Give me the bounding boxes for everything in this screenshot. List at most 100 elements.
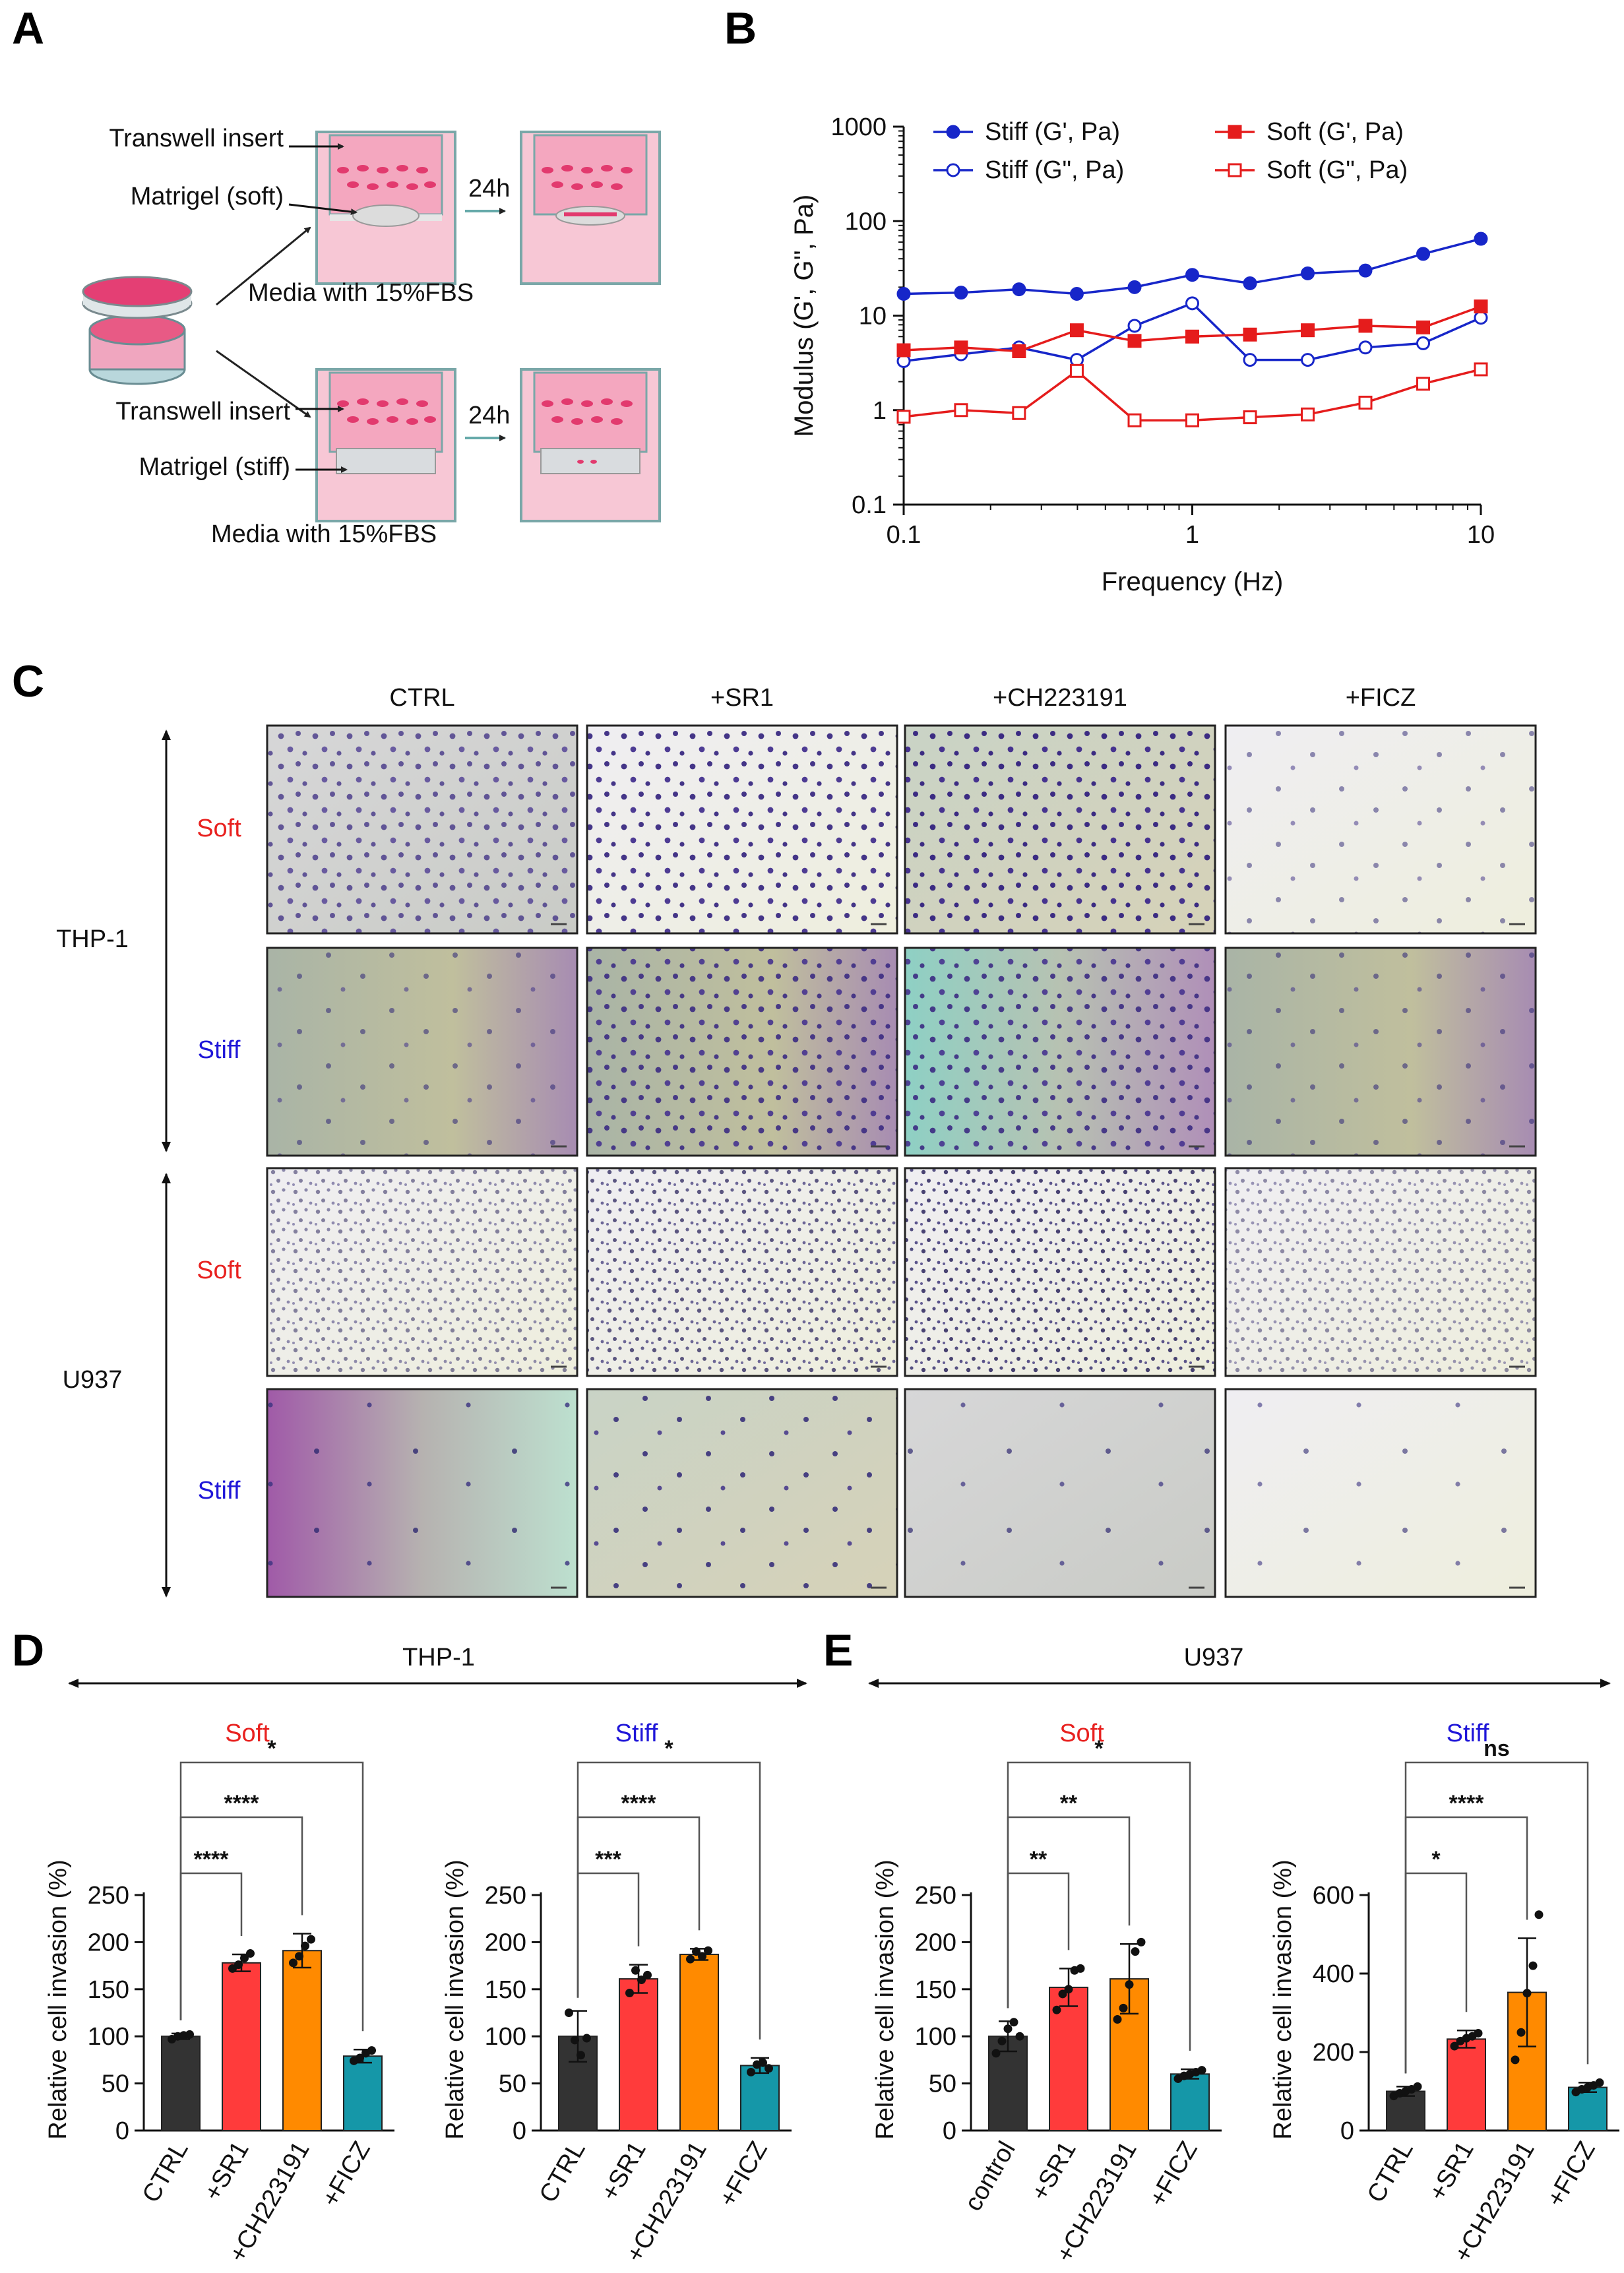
series-2-point: [1474, 299, 1488, 314]
micrograph-frame: [266, 1167, 578, 1377]
bar-chart-E-soft: Soft 0 50 100 150 200 250 Relative cell invasio…: [871, 1720, 1222, 2267]
label-media-soft: Media with 15%FBS: [248, 279, 474, 307]
bar-+SR1: [1447, 2038, 1486, 2131]
significance-label: ****: [621, 1791, 657, 1816]
panel-b-label: B: [724, 3, 757, 53]
data-point: [185, 2030, 194, 2039]
series-1-point: [1301, 353, 1315, 367]
data-point: [1595, 2078, 1604, 2087]
panel-c-label: C: [12, 656, 44, 706]
y-tick-label: 100: [845, 208, 887, 235]
micrograph-frame: [266, 724, 578, 935]
micrograph-frame: [586, 724, 898, 935]
micrograph-frame: [586, 1388, 898, 1598]
panel-a-label: A: [12, 3, 44, 53]
y-tick-label: 200: [88, 1929, 129, 1956]
data-point: [367, 2046, 376, 2055]
series-0-point: [954, 286, 968, 300]
legend-marker-3: [1228, 163, 1242, 177]
y-tick-label: 400: [1313, 1960, 1354, 1988]
panel-c: C CTRL +SR1 +CH223191 +FICZ Soft Stiff Soft Sti…: [12, 656, 1537, 1598]
data-point: [1131, 1947, 1140, 1956]
micrograph-cells: [267, 948, 577, 1156]
significance-bracket: [179, 1761, 364, 2032]
significance-bracket: [1404, 1761, 1589, 2074]
data-point: [759, 2058, 767, 2067]
x-tick-label: 1: [1185, 521, 1199, 549]
bar-+SR1: [222, 1962, 261, 2131]
data-point: [289, 1958, 297, 1968]
micrograph-frame: [586, 1167, 898, 1377]
data-point: [704, 1946, 712, 1955]
data-point: [1003, 2024, 1013, 2034]
micrograph-frame: [904, 1388, 1216, 1598]
label-transwell-insert-stiff: Transwell insert: [115, 398, 290, 425]
series-3-point: [1301, 407, 1315, 421]
series-3-point: [1069, 363, 1084, 378]
transwell-stiff-before: [315, 368, 456, 522]
y-axis-title: Relative cell invasion (%): [871, 1859, 899, 2140]
y-tick-label: 200: [915, 1929, 956, 1956]
data-point: [997, 2036, 1007, 2045]
series-2-point: [1358, 319, 1373, 333]
series-1-point: [1127, 319, 1142, 333]
bar-+SR1: [619, 1978, 658, 2132]
y-tick-label: 250: [88, 1882, 129, 1910]
y-tick-label: 100: [88, 2023, 129, 2051]
panel-d-label: D: [12, 1625, 44, 1675]
y-tick-label: 10: [859, 303, 887, 330]
x-tick-label: +FICZ: [317, 2137, 376, 2212]
micrograph-frame: [266, 1388, 578, 1598]
series-2-point: [896, 343, 911, 358]
data-point: [1516, 2028, 1526, 2037]
micrograph-cells: [905, 1168, 1215, 1376]
y-tick-label: 50: [102, 2071, 129, 2098]
data-point: [1197, 2066, 1206, 2075]
condition-label-stiff: Stiff: [198, 1036, 241, 1064]
bar-chart-D-stiff: Stiff 0 50 100 150 200 250 Relative cell invasi…: [441, 1720, 792, 2267]
x-tick-label: control: [959, 2137, 1020, 2216]
micrograph-frame: [904, 947, 1216, 1157]
y-tick-label: 150: [88, 1976, 129, 2004]
label-24h-stiff: 24h: [468, 402, 510, 429]
x-tick-label: +SR1: [596, 2137, 651, 2206]
series-line-0: [903, 237, 1482, 296]
micrograph-frame: [904, 1167, 1216, 1377]
y-tick-label: 200: [485, 1929, 526, 1956]
y-axis-title: Modulus (G', G'', Pa): [790, 195, 819, 437]
micrograph-cells: [587, 1389, 897, 1597]
significance-label: ***: [595, 1847, 621, 1872]
data-point: [301, 1941, 309, 1950]
data-point: [1058, 1989, 1067, 1999]
data-point: [643, 1970, 652, 1979]
data-point: [234, 1960, 243, 1970]
y-tick-label: 50: [929, 2071, 956, 2098]
bar-chart-D-soft: Soft 0 50 100 150 200 250 Relative cell invasio…: [44, 1720, 394, 2267]
data-point: [692, 1947, 701, 1956]
label-24h-soft: 24h: [468, 175, 510, 202]
x-tick-label: 10: [1467, 521, 1495, 549]
label-media-stiff: Media with 15%FBS: [211, 520, 437, 548]
data-point: [577, 2051, 585, 2060]
data-point: [1528, 1961, 1538, 1970]
data-point: [295, 1952, 303, 1961]
micrograph-cells: [905, 1389, 1215, 1597]
x-tick-label: CTRL: [534, 2137, 591, 2208]
y-tick-label: 150: [915, 1976, 956, 2004]
legend-label-2: Soft (G', Pa): [1266, 118, 1404, 146]
column-header: +FICZ: [1346, 684, 1416, 712]
y-tick-label: 100: [915, 2023, 956, 2051]
micrograph-cells: [587, 726, 897, 933]
y-tick-label: 250: [485, 1882, 526, 1910]
series-0-point: [1069, 286, 1084, 301]
micrograph-frame: [586, 947, 898, 1157]
bar-+CH223191: [282, 1950, 322, 2131]
condition-label-soft: Soft: [197, 1257, 241, 1284]
data-point: [1534, 1910, 1544, 1919]
data-point: [1064, 1985, 1073, 1994]
micrograph-frame: [904, 724, 1216, 935]
series-0-point: [1243, 276, 1257, 290]
micrograph-frame: [1224, 724, 1537, 935]
x-tick-label: 0.1: [887, 521, 921, 549]
panel-d-cell-line: THP-1: [402, 1644, 475, 1671]
